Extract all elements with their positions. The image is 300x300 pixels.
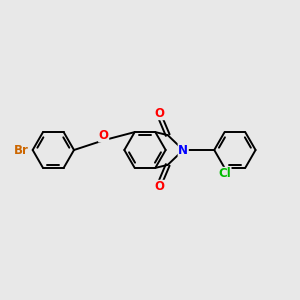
Text: Cl: Cl [218, 167, 231, 180]
Text: Br: Br [14, 143, 29, 157]
Text: O: O [99, 129, 109, 142]
Text: O: O [155, 180, 165, 194]
Text: O: O [155, 106, 165, 120]
Text: N: N [178, 143, 188, 157]
